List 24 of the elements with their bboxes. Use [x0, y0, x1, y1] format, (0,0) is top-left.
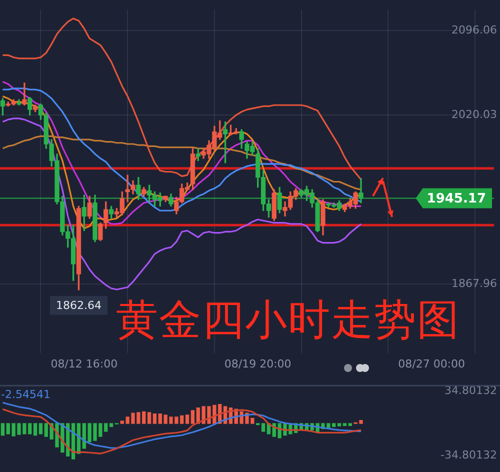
y-tick-label: 34.80132	[444, 384, 497, 398]
bar	[152, 413, 157, 424]
annotation: 1862.64	[56, 298, 102, 312]
bar	[147, 412, 152, 424]
x-tick-label: 08/19 20:00	[224, 357, 292, 370]
bar	[261, 423, 266, 432]
y-tick-label: 1867.96	[452, 276, 497, 290]
bar	[109, 423, 114, 427]
bar	[38, 423, 43, 434]
bar	[337, 423, 342, 426]
text: 黄金四小时走势图	[116, 295, 460, 344]
bar	[33, 423, 38, 436]
bar	[342, 423, 347, 426]
y-tick-label: 2020.03	[452, 108, 497, 121]
y-tick-label: 2096.06	[452, 23, 497, 36]
x-tick-label: 08/12 16:00	[50, 357, 118, 370]
y-tick-label: -34.80132	[440, 448, 497, 462]
bar	[348, 423, 352, 426]
ref-line-label: 1945.17	[426, 192, 486, 207]
bar	[185, 414, 190, 424]
bar	[0, 423, 5, 436]
x-tick-label: 08/27 00:00	[398, 357, 466, 370]
annotation: -2.54541	[1, 388, 50, 401]
bar	[190, 410, 195, 424]
